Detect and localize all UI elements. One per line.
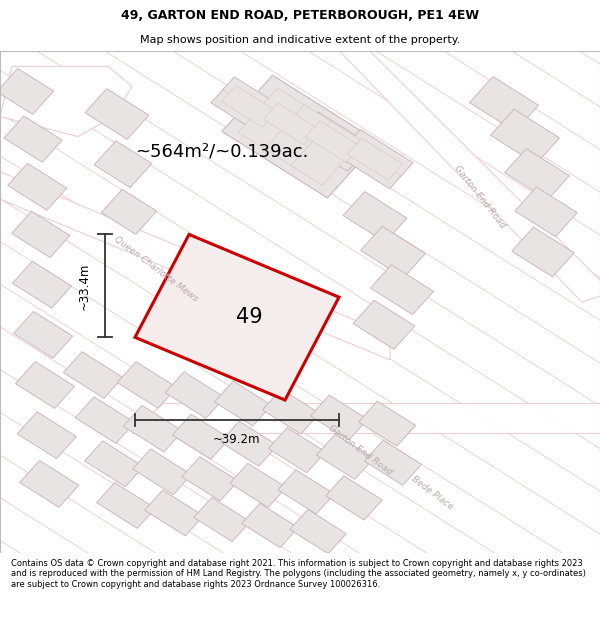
Text: ~564m²/~0.139ac.: ~564m²/~0.139ac. [136, 142, 308, 161]
Polygon shape [75, 397, 135, 443]
Polygon shape [326, 476, 382, 520]
Polygon shape [14, 311, 73, 358]
Polygon shape [0, 69, 53, 114]
Polygon shape [470, 77, 538, 131]
Polygon shape [0, 159, 390, 360]
Polygon shape [8, 163, 67, 210]
Polygon shape [123, 406, 183, 452]
Text: Bede Place: Bede Place [409, 474, 455, 511]
Polygon shape [117, 362, 177, 408]
Polygon shape [295, 112, 371, 171]
Polygon shape [222, 75, 378, 198]
Text: Garton End Road: Garton End Road [453, 164, 507, 230]
Polygon shape [361, 226, 425, 278]
Polygon shape [20, 461, 79, 508]
Polygon shape [512, 227, 574, 277]
Polygon shape [13, 261, 71, 308]
Text: Garton End Road: Garton End Road [326, 424, 394, 477]
Polygon shape [347, 138, 403, 180]
Text: 49, GARTON END ROAD, PETERBOROUGH, PE1 4EW: 49, GARTON END ROAD, PETERBOROUGH, PE1 4… [121, 9, 479, 22]
Text: Contains OS data © Crown copyright and database right 2021. This information is : Contains OS data © Crown copyright and d… [11, 559, 586, 589]
Polygon shape [94, 141, 152, 188]
Polygon shape [505, 149, 569, 200]
Text: ~33.4m: ~33.4m [77, 262, 91, 309]
Text: Map shows position and indicative extent of the property.: Map shows position and indicative extent… [140, 35, 460, 45]
Polygon shape [291, 121, 362, 185]
Polygon shape [316, 434, 374, 479]
Polygon shape [182, 457, 238, 501]
Polygon shape [132, 402, 600, 432]
Polygon shape [17, 412, 76, 459]
Polygon shape [101, 189, 157, 234]
Polygon shape [97, 482, 155, 528]
Polygon shape [515, 187, 577, 237]
Polygon shape [310, 395, 368, 440]
Polygon shape [211, 77, 287, 136]
Polygon shape [370, 265, 434, 314]
Text: Queen Charlotte Mews: Queen Charlotte Mews [112, 234, 200, 303]
Polygon shape [85, 441, 143, 487]
Polygon shape [214, 381, 272, 426]
Polygon shape [165, 372, 225, 418]
Polygon shape [263, 103, 319, 145]
Polygon shape [16, 362, 74, 408]
Polygon shape [268, 428, 326, 472]
Polygon shape [63, 352, 123, 398]
Text: ~39.2m: ~39.2m [213, 432, 261, 446]
Polygon shape [172, 414, 230, 459]
Polygon shape [12, 211, 70, 258]
Polygon shape [265, 105, 335, 168]
Polygon shape [343, 191, 407, 242]
Polygon shape [220, 421, 278, 466]
Polygon shape [353, 300, 415, 349]
Polygon shape [194, 498, 250, 542]
Polygon shape [364, 440, 422, 485]
Polygon shape [4, 116, 62, 162]
Polygon shape [358, 401, 416, 446]
Polygon shape [305, 121, 361, 162]
Polygon shape [253, 94, 329, 154]
Polygon shape [221, 86, 277, 127]
Polygon shape [145, 490, 203, 536]
Polygon shape [222, 75, 378, 198]
Polygon shape [0, 66, 132, 137]
Polygon shape [230, 463, 286, 508]
Polygon shape [337, 129, 413, 189]
Polygon shape [491, 109, 559, 164]
Polygon shape [238, 88, 309, 152]
Polygon shape [290, 509, 346, 554]
Polygon shape [135, 234, 339, 400]
Text: 49: 49 [236, 308, 262, 328]
Polygon shape [278, 470, 334, 514]
Polygon shape [262, 389, 320, 434]
Polygon shape [242, 503, 298, 548]
Polygon shape [330, 41, 600, 302]
Polygon shape [133, 449, 191, 494]
Polygon shape [85, 89, 149, 139]
